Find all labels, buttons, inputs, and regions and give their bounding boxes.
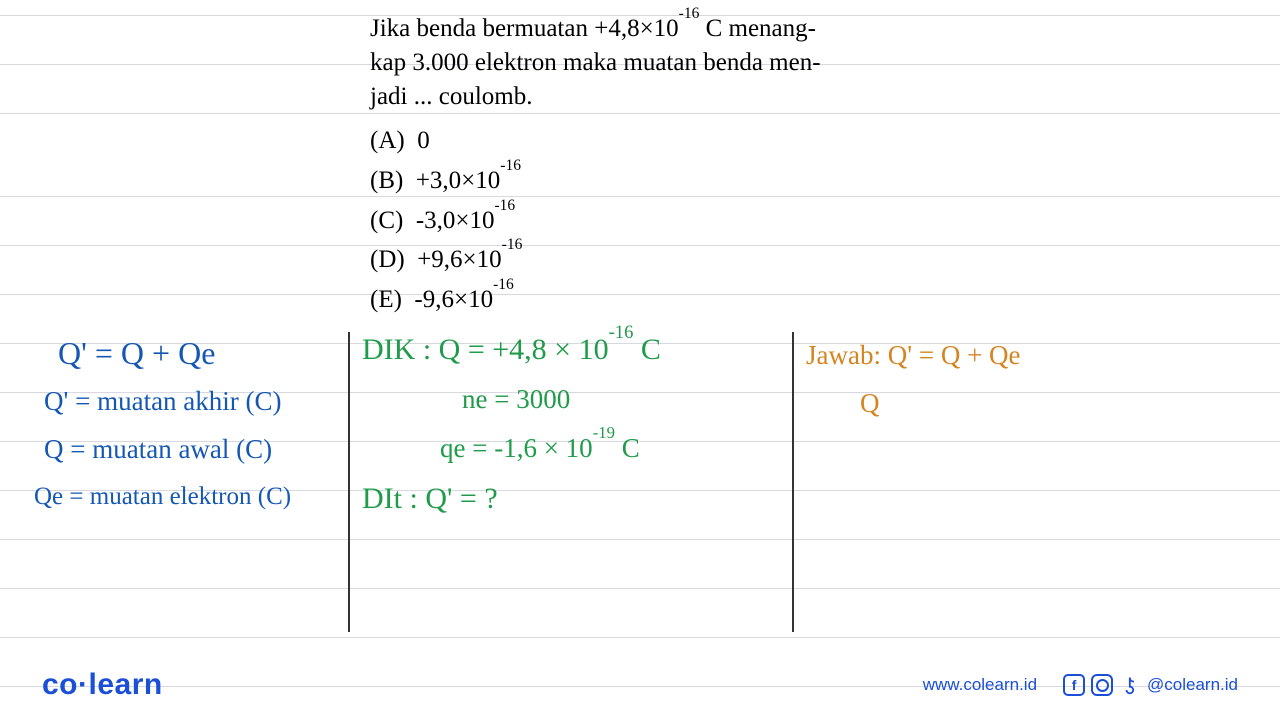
logo-dot: · bbox=[78, 668, 89, 701]
blue-line3: Q = muatan awal (C) bbox=[44, 434, 272, 465]
orange-line1: Jawab: Q' = Q + Qe bbox=[806, 340, 1021, 371]
site-url: www.colearn.id bbox=[923, 675, 1037, 695]
green-line4: DIt : Q' = ? bbox=[362, 482, 498, 516]
green-line2: ne = 3000 bbox=[462, 384, 570, 415]
option-d-exp: -16 bbox=[502, 236, 523, 253]
blue-line2: Q' = muatan akhir (C) bbox=[44, 386, 282, 417]
tiktok-icon bbox=[1119, 674, 1139, 696]
question-line1b: C menang- bbox=[699, 15, 816, 42]
option-b: (B) +3,0×10-16 bbox=[370, 162, 522, 201]
green-l1exp: -16 bbox=[609, 322, 634, 343]
social-group: f @colearn.id bbox=[1063, 674, 1238, 696]
green-line1: DIK : Q = +4,8 × 10-16 C bbox=[362, 332, 661, 367]
orange-line2: Q bbox=[860, 388, 880, 419]
question-line2: kap 3.000 elektron maka muatan benda men… bbox=[370, 49, 821, 76]
footer-bar: co·learn www.colearn.id f @colearn.id bbox=[0, 668, 1280, 702]
green-l3a: qe = -1,6 × 10 bbox=[440, 433, 593, 463]
option-a: (A) 0 bbox=[370, 122, 522, 161]
blue-line1: Q' = Q + Qe bbox=[58, 335, 215, 372]
question-text: Jika benda bermuatan +4,8×10-16 C menang… bbox=[370, 12, 930, 113]
option-e-pre: (E) -9,6×10 bbox=[370, 286, 493, 313]
options-list: (A) 0 (B) +3,0×10-16 (C) -3,0×10-16 (D) … bbox=[370, 122, 522, 321]
option-e-exp: -16 bbox=[493, 276, 514, 293]
green-line3: qe = -1,6 × 10-19 C bbox=[440, 432, 640, 464]
question-exp1: -16 bbox=[679, 5, 700, 22]
green-l1b: C bbox=[633, 333, 661, 366]
option-d-pre: (D) +9,6×10 bbox=[370, 246, 502, 273]
option-c: (C) -3,0×10-16 bbox=[370, 202, 522, 241]
question-line1a: Jika benda bermuatan +4,8×10 bbox=[370, 15, 679, 42]
instagram-icon bbox=[1091, 674, 1113, 696]
brand-logo: co·learn bbox=[42, 668, 163, 702]
divider-left bbox=[348, 332, 350, 632]
logo-part-b: learn bbox=[89, 668, 163, 701]
option-e: (E) -9,6×10-16 bbox=[370, 281, 522, 320]
divider-right bbox=[792, 332, 794, 632]
facebook-icon: f bbox=[1063, 674, 1085, 696]
blue-line4: Qe = muatan elektron (C) bbox=[34, 483, 291, 511]
option-b-pre: (B) +3,0×10 bbox=[370, 167, 500, 194]
green-l3exp: -19 bbox=[593, 423, 615, 442]
option-b-exp: -16 bbox=[500, 157, 521, 174]
option-c-exp: -16 bbox=[495, 197, 516, 214]
footer-right: www.colearn.id f @colearn.id bbox=[923, 674, 1238, 696]
option-c-pre: (C) -3,0×10 bbox=[370, 207, 495, 234]
social-icons: f bbox=[1063, 674, 1139, 696]
logo-part-a: co bbox=[42, 668, 78, 701]
option-d: (D) +9,6×10-16 bbox=[370, 241, 522, 280]
social-handle: @colearn.id bbox=[1147, 675, 1238, 695]
green-l3b: C bbox=[615, 433, 640, 463]
question-line3: jadi ... coulomb. bbox=[370, 83, 532, 110]
green-l1a: DIK : Q = +4,8 × 10 bbox=[362, 333, 609, 366]
